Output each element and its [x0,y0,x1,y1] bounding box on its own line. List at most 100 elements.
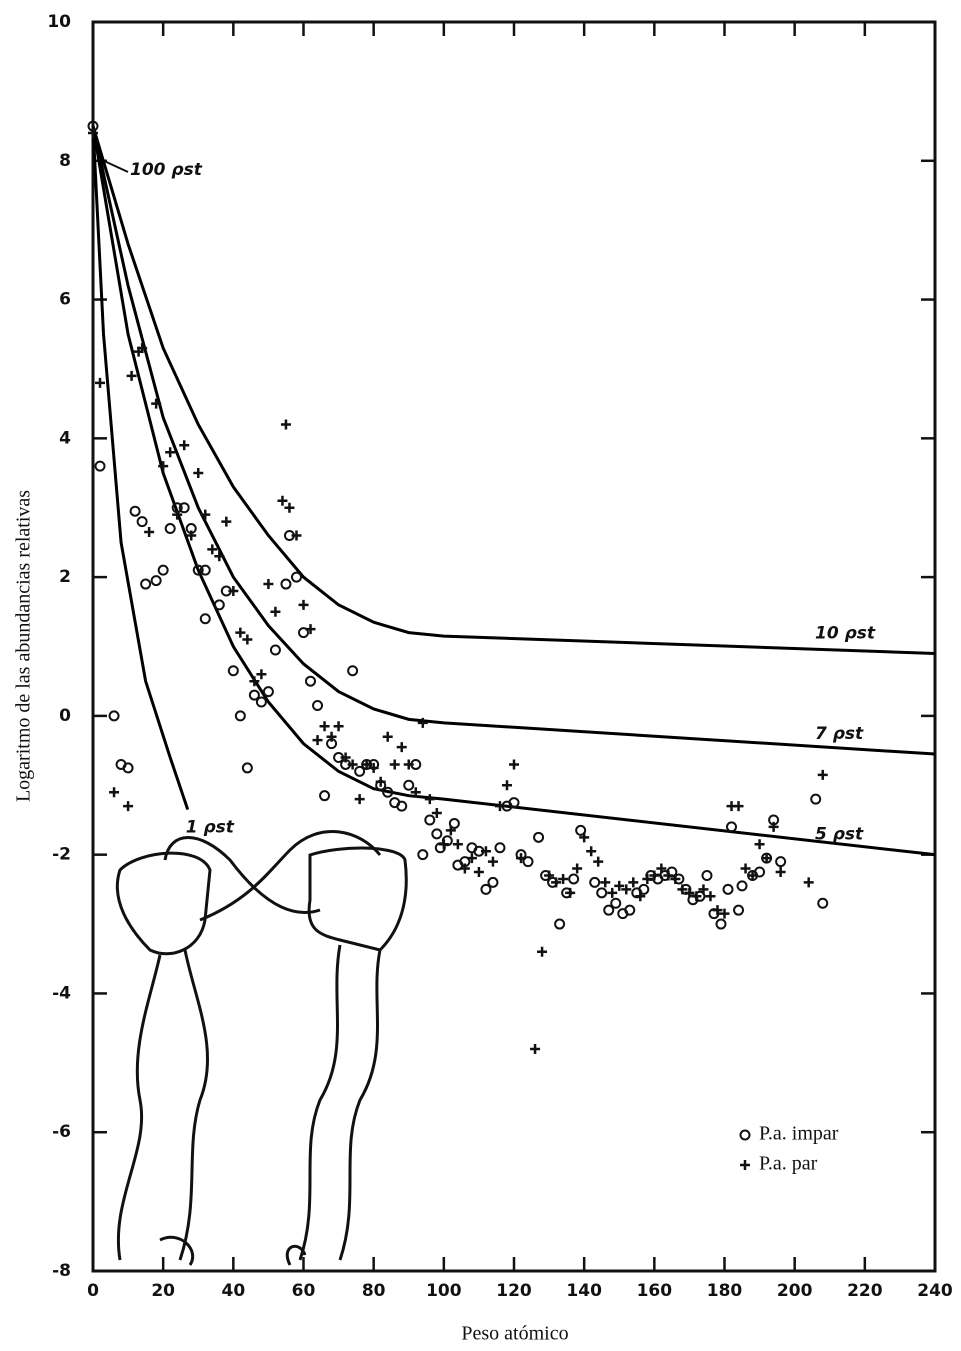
x-tick-label: 100 [426,1281,462,1301]
point [158,461,169,472]
cartoon-straws [163,830,382,922]
legend-label: P.a. par [759,1153,818,1175]
point [305,624,316,635]
point [235,627,246,638]
point [459,863,470,874]
point [568,873,580,885]
point [256,669,267,680]
point [248,689,260,701]
point [199,613,211,625]
annotation: 100 ρst [130,160,203,180]
point [382,731,393,742]
point [312,735,323,746]
point [347,759,358,770]
point [284,502,295,513]
cartoon-body-left [116,949,209,1266]
point [262,686,274,698]
point [172,509,183,520]
point [642,873,653,884]
x-tick-label: 180 [707,1281,743,1301]
point [537,946,548,957]
x-tick-label: 40 [221,1281,245,1301]
point [733,904,745,916]
y-tick-label: -6 [52,1122,71,1142]
point [136,516,148,528]
point [347,665,359,677]
point [726,821,738,833]
point [305,675,317,687]
point [340,752,351,763]
point [431,828,443,840]
point [277,495,288,506]
point [213,599,225,611]
point [603,904,615,916]
point [530,1043,541,1054]
point [291,530,302,541]
point [572,863,583,874]
y-tick-label: -2 [52,845,71,865]
curve [91,125,936,655]
point [684,887,695,898]
cartoon-head-right [307,846,408,952]
point [109,787,120,798]
point [165,447,176,458]
y-tick-label: -4 [52,983,71,1003]
point [228,585,239,596]
x-axis-label: Peso atómico [461,1323,568,1345]
point [150,575,162,587]
point [509,759,519,770]
point [326,731,337,742]
point [593,856,604,867]
plot-frame [91,20,937,1273]
curve [91,126,190,811]
point [551,877,562,888]
point [263,579,274,590]
point [621,884,632,895]
x-tick-label: 140 [566,1281,602,1301]
point [445,825,456,836]
y-tick-label: 4 [59,428,71,448]
x-tick-label: 240 [917,1281,953,1301]
point [354,765,366,777]
point [280,419,291,430]
legend-marker [739,1129,751,1141]
point [558,873,569,884]
y-tick-label: 8 [59,151,71,171]
point [775,856,787,868]
point [417,717,428,728]
point [624,904,636,916]
y-tick-label: -8 [52,1261,71,1281]
point [227,665,239,677]
y-tick-label: 10 [47,12,71,32]
point [719,908,730,919]
point [151,398,162,409]
curve-label: 7 ρst [815,724,864,744]
legend-marker [740,1160,750,1170]
point [712,905,723,916]
point [157,564,169,576]
point [810,793,822,805]
point [241,762,253,774]
point [333,721,344,732]
point [298,599,309,610]
point [319,790,331,802]
point [452,839,463,850]
point [487,876,499,888]
point [95,377,106,388]
point [768,821,779,832]
point [589,876,601,888]
point [586,846,597,857]
point [94,460,106,472]
point [715,918,727,930]
point [129,505,141,517]
point [480,883,492,895]
point [817,897,829,909]
point [424,814,436,826]
curve-label: 10 ρst [815,623,876,643]
point [396,742,407,753]
point [487,856,498,867]
x-tick-label: 160 [637,1281,673,1301]
point [137,343,148,354]
point [193,468,204,479]
